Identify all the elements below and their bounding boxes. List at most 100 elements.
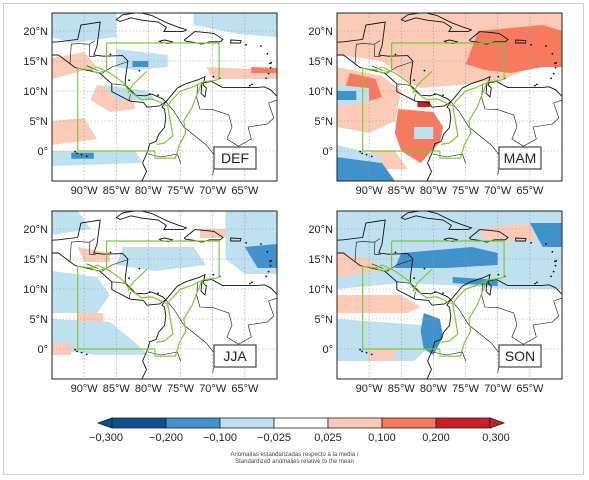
island-dot (251, 281, 253, 284)
country-border (69, 40, 96, 65)
anomaly-patch (337, 91, 357, 100)
colorbar-segment (327, 417, 383, 429)
country-border (238, 297, 277, 345)
study-region-line (375, 264, 505, 305)
island-dot (442, 94, 444, 97)
island-dot (394, 251, 397, 254)
island-dot (212, 75, 215, 78)
lon-tick-label: 85°W (388, 185, 416, 197)
country-border (373, 44, 381, 58)
island-dot (545, 243, 547, 245)
anomaly-patch (52, 118, 97, 145)
country-border (111, 281, 125, 284)
lon-tick-label: 65°W (516, 185, 544, 197)
lon-tick-label: 70°W (199, 383, 227, 395)
country-border (371, 65, 384, 71)
island-dot (267, 270, 270, 273)
study-region-line (441, 303, 459, 343)
island-dot (423, 69, 426, 72)
anomaly-patch (420, 313, 444, 355)
island-dot (551, 250, 554, 253)
island-dot (359, 348, 362, 351)
island-dot (157, 292, 159, 295)
lon-tick-label: 75°W (452, 185, 480, 197)
study-region-line (156, 105, 174, 145)
island-dot (433, 93, 436, 95)
anomaly-patch (337, 319, 434, 361)
landmass-outline (337, 21, 452, 108)
panel-son: 20°N 15°N 10°N 5°N 0° 90°W 85°W 80°W 75°W 70°W 65°… (308, 210, 563, 395)
island-dot (442, 292, 444, 295)
season-label-box (498, 344, 542, 368)
colorbar-arrow-right (489, 417, 506, 429)
island-dot (551, 52, 554, 55)
island-dot (554, 264, 557, 267)
island-dot (266, 52, 269, 55)
anomaly-patch (132, 61, 149, 67)
lon-tick-label: 80°W (420, 383, 448, 395)
colorbar-tick-label: −0,100 (203, 432, 237, 444)
colorbar-caption-en: Standardized anomalies relative to the m… (235, 459, 354, 465)
study-region-line (77, 241, 156, 357)
study-region-outline (362, 42, 505, 159)
lon-tick-label: 90°W (71, 383, 99, 395)
country-border (523, 99, 562, 147)
island-dot (267, 72, 270, 75)
country-border (481, 281, 524, 345)
landmass-outline (141, 75, 277, 181)
anomaly-patch (369, 151, 408, 169)
island-dot (80, 351, 83, 354)
island-dot (109, 251, 112, 254)
anomaly-field (337, 211, 562, 361)
island-dot (555, 259, 558, 262)
study-region-line (362, 43, 441, 159)
country-border (196, 281, 239, 345)
anomaly-patch (394, 247, 498, 268)
island-dot (554, 66, 557, 69)
island-dot (85, 155, 88, 158)
study-box (106, 240, 220, 277)
lat-tick-label: 0° (37, 344, 48, 356)
island-dot (497, 75, 500, 78)
island-dot (265, 77, 267, 80)
island-dot (365, 153, 368, 156)
island-dot (74, 150, 77, 153)
colorbar-tick-label: 0,025 (314, 432, 342, 444)
island-dot (266, 250, 269, 253)
anomaly-patch (71, 152, 94, 159)
season-label: JJA (223, 348, 247, 364)
island-dot (530, 241, 533, 244)
study-region-line (154, 82, 203, 159)
study-region-line (412, 268, 433, 292)
country-border (111, 83, 125, 86)
study-region-line (127, 268, 148, 292)
island-dot (265, 275, 267, 278)
country-border (238, 99, 277, 147)
island-dot (534, 282, 536, 285)
island-dot (269, 66, 272, 69)
island-dot (365, 351, 368, 354)
island-dot (76, 350, 78, 353)
island-dot (269, 264, 272, 267)
lat-tick-label: 10°N (23, 86, 48, 98)
landmass-outline (515, 39, 527, 44)
island-dot (552, 270, 555, 273)
island-dot (138, 69, 141, 72)
colorbar-tick-label: 0,100 (368, 432, 396, 444)
landmass-outline (183, 229, 224, 243)
anomaly-patch (337, 145, 382, 163)
island-dot (536, 281, 538, 284)
island-dot (76, 152, 78, 155)
season-label: MAM (504, 150, 537, 166)
lat-tick-label: 20°N (308, 26, 333, 38)
lon-tick-label: 90°W (356, 383, 384, 395)
island-dot (530, 43, 533, 46)
anomaly-patch (337, 295, 421, 313)
island-dot (212, 273, 215, 276)
anomaly-patch (52, 343, 72, 355)
lat-tick-label: 0° (322, 344, 333, 356)
island-dot (555, 61, 558, 64)
lon-tick-label: 70°W (484, 185, 512, 197)
country-border (396, 83, 410, 86)
country-border (354, 40, 381, 65)
